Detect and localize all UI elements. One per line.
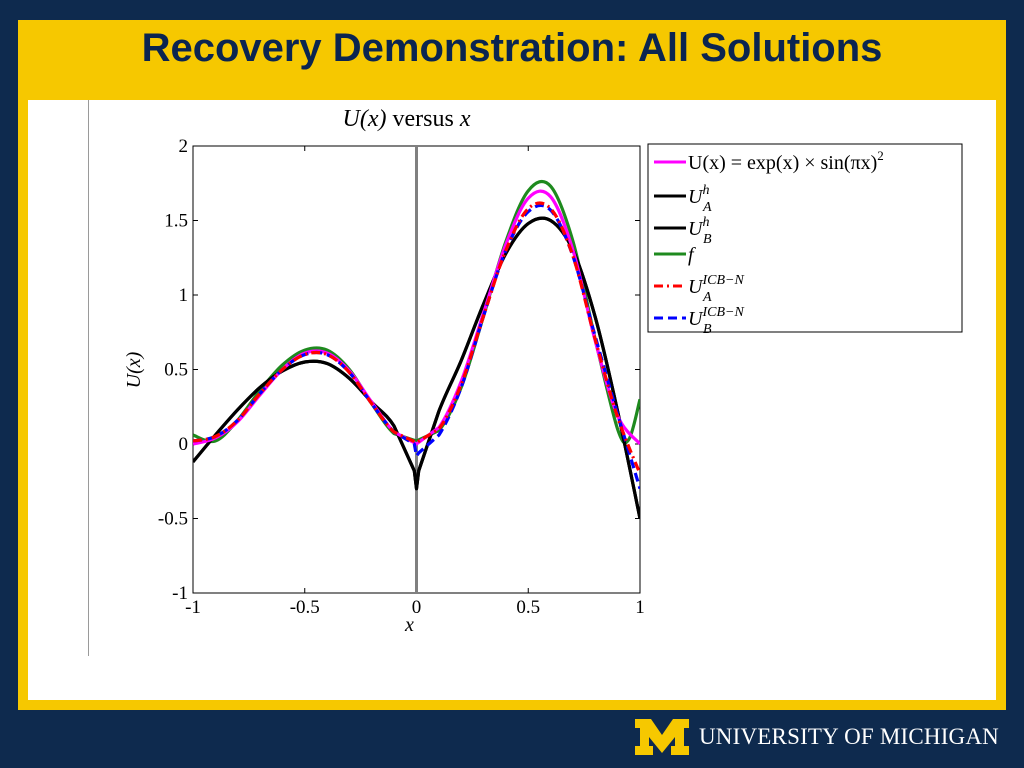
university-name: UNIVERSITY OF MICHIGAN xyxy=(699,724,999,749)
legend-label-5: UICB−N B xyxy=(688,305,744,337)
panel-divider xyxy=(88,100,89,656)
legend-label-3: f xyxy=(688,244,696,266)
slide-title: Recovery Demonstration: All Solutions xyxy=(141,26,883,70)
y-tick-label: 1 xyxy=(179,285,189,306)
legend-label-1: Uh A xyxy=(688,183,712,215)
y-axis-label: U(x) xyxy=(123,351,145,388)
x-axis-label: x xyxy=(404,614,414,636)
x-tick-label: 0.5 xyxy=(516,597,540,618)
series-line-2 xyxy=(193,216,640,519)
x-tick-label: 1 xyxy=(635,597,645,618)
y-tick-label: 1.5 xyxy=(164,211,188,232)
legend-label-0: U(x) = exp(x) × sin(πx)2 xyxy=(688,148,884,174)
y-tick-label: -0.5 xyxy=(158,509,188,530)
legend-label-4: UICB−N A xyxy=(688,273,744,305)
y-tick-label: -1 xyxy=(172,583,188,604)
legend-box xyxy=(647,143,963,333)
x-tick-label: -1 xyxy=(185,597,201,618)
legend-label-2: Uh B xyxy=(688,215,712,247)
x-tick-label: -0.5 xyxy=(290,597,320,618)
y-tick-label: 0.5 xyxy=(164,360,188,381)
y-tick-label: 0 xyxy=(179,434,189,455)
university-m-logo xyxy=(635,719,689,755)
series-line-4 xyxy=(193,201,640,475)
footer: UNIVERSITY OF MICHIGAN xyxy=(633,715,999,759)
x-tick-label: 0 xyxy=(412,597,422,618)
chart-title: U(x) versus x xyxy=(343,106,471,132)
y-tick-label: 2 xyxy=(179,136,189,157)
